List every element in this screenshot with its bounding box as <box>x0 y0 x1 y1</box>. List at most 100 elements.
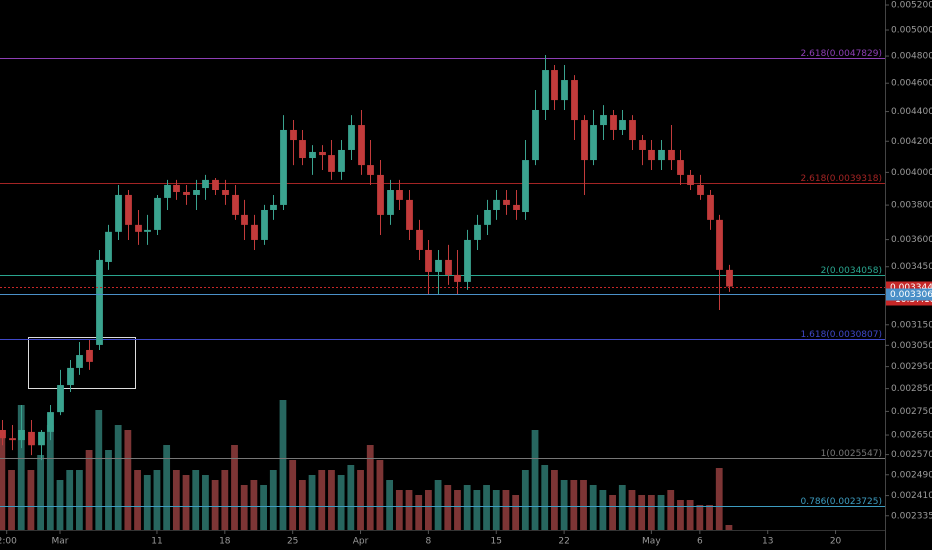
fib-level-label: 1.618(0.0030807) <box>801 330 882 340</box>
candle-body <box>658 149 665 161</box>
volume-bar <box>8 470 15 530</box>
candle-body <box>464 239 471 282</box>
volume-bar <box>483 485 490 530</box>
volume-bar <box>250 480 258 530</box>
candle-body <box>513 204 520 210</box>
volume-bar <box>686 500 694 530</box>
candle-body <box>406 199 413 230</box>
volume-bar <box>27 470 35 530</box>
candle-body <box>57 385 64 413</box>
candle-body <box>183 191 190 195</box>
candle-body <box>542 70 549 110</box>
x-tick-label: 6 <box>697 537 703 547</box>
volume-bar <box>677 500 684 530</box>
volume-bar <box>531 430 539 530</box>
candle-body <box>668 149 675 161</box>
candle-body <box>619 120 626 130</box>
volume-bar <box>318 470 326 530</box>
candle-body <box>532 109 539 161</box>
x-tick-label: 8 <box>426 537 432 547</box>
candle-body <box>105 231 112 262</box>
fib-level-label: 2.618(0.0047829) <box>801 49 882 59</box>
x-tick-label: 25 <box>287 537 298 547</box>
candle-body <box>76 355 83 368</box>
candle-body <box>144 229 151 232</box>
candle-body <box>232 194 239 215</box>
candle-body <box>687 174 694 185</box>
candle-body <box>261 209 268 240</box>
candle-body <box>241 214 248 225</box>
candle-body <box>299 140 306 159</box>
candle-body <box>222 190 229 195</box>
candle-body <box>416 229 423 250</box>
volume-bar <box>192 470 200 530</box>
volume-bar <box>628 490 636 530</box>
volume-bar <box>347 465 355 530</box>
volume-bar <box>260 485 267 530</box>
fib-level-label: 0.786(0.0023725) <box>801 497 882 507</box>
candle-body <box>47 412 54 432</box>
candle-body <box>0 430 6 439</box>
candle-body <box>454 274 461 282</box>
candle-body <box>445 259 452 275</box>
candle-body <box>348 125 355 150</box>
candle-body <box>522 160 529 213</box>
x-tick-label: Mar <box>52 537 69 547</box>
candle-body <box>435 259 442 272</box>
volume-bar <box>454 490 461 530</box>
volume-bar <box>725 525 733 530</box>
volume-bar <box>298 480 306 530</box>
x-tick-label: 13 <box>762 537 773 547</box>
volume-bar <box>95 410 103 530</box>
volume-bar <box>153 470 161 530</box>
x-tick-label: 2:00 <box>0 537 17 547</box>
volume-bar <box>289 460 297 530</box>
price-tag-label: 0.0033446 <box>890 283 932 293</box>
volume-bar <box>211 480 219 530</box>
volume-bar <box>357 470 364 530</box>
candle-body <box>280 129 287 205</box>
volume-bar <box>279 400 287 530</box>
volume-bar <box>570 480 578 530</box>
candle-body <box>18 430 25 441</box>
volume-bar <box>66 470 74 530</box>
candle-body <box>164 184 171 198</box>
candle-body <box>503 199 510 205</box>
volume-bar <box>0 430 6 530</box>
volume-bar <box>521 470 529 530</box>
volume-bar <box>502 490 510 530</box>
volume-bar <box>434 480 442 530</box>
candle-body <box>212 179 219 191</box>
volume-bar <box>124 430 132 530</box>
volume-bar <box>444 485 452 530</box>
candle-body <box>493 199 500 210</box>
x-tick-label: 18 <box>219 537 231 547</box>
candle-body <box>387 190 394 215</box>
candle-body <box>67 367 74 386</box>
candle-body <box>251 224 258 240</box>
candle-body <box>125 194 132 225</box>
volume-bar <box>366 445 374 530</box>
volume-bar <box>105 450 112 530</box>
fib-level-label: 2(0.0034058) <box>821 266 882 276</box>
candle-body <box>677 160 684 175</box>
volume-bar <box>46 425 54 530</box>
candle-body <box>629 120 636 141</box>
candle-body <box>290 129 297 141</box>
price-tag <box>886 288 932 301</box>
volume-bar <box>463 485 471 530</box>
